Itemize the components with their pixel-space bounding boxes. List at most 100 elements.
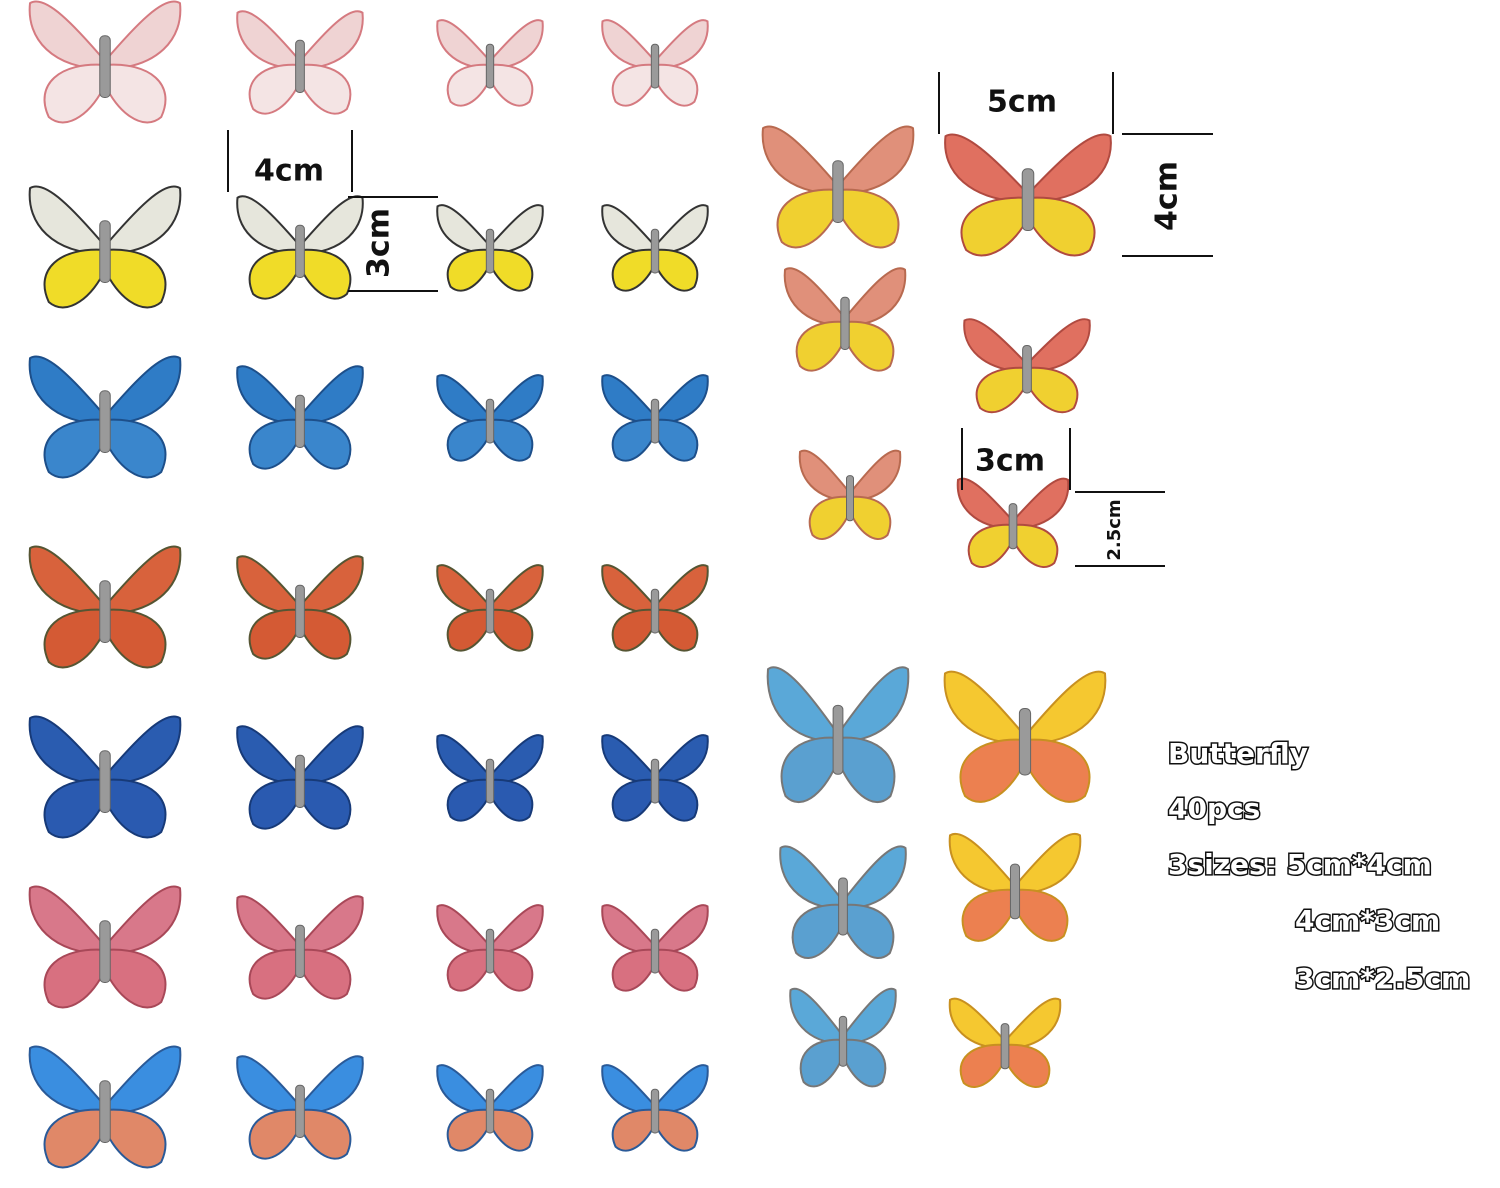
- upper-wing: [849, 449, 902, 503]
- upper-wing: [104, 885, 182, 956]
- body: [1022, 345, 1032, 394]
- butterfly: [28, 715, 182, 839]
- lower-wing: [248, 1108, 301, 1160]
- lower-wing: [1024, 738, 1091, 803]
- body: [99, 920, 111, 983]
- upper-wing: [837, 666, 910, 744]
- upper-wing: [299, 895, 364, 956]
- lower-wing: [654, 778, 699, 822]
- width-label: 3cm: [975, 444, 1045, 479]
- butterfly: [436, 19, 544, 107]
- lower-wing: [446, 63, 491, 107]
- butterfly: [948, 997, 1062, 1088]
- lower-wing: [842, 903, 895, 960]
- lower-wing: [489, 948, 534, 992]
- upper-wing: [842, 987, 897, 1046]
- body: [485, 588, 495, 634]
- lower-wing: [43, 948, 106, 1009]
- body: [99, 220, 111, 283]
- lower-wing: [489, 778, 534, 822]
- body: [1009, 863, 1021, 920]
- upper-wing: [28, 185, 106, 256]
- lower-wing: [611, 1108, 656, 1152]
- lower-wing: [248, 248, 301, 300]
- lower-wing: [611, 63, 656, 107]
- body: [485, 398, 495, 444]
- upper-wing: [601, 1064, 656, 1116]
- upper-wing: [489, 904, 544, 956]
- info-size: 4cm*3cm: [1295, 904, 1440, 937]
- lower-wing: [776, 188, 839, 249]
- lower-wing: [489, 608, 534, 652]
- upper-wing: [1014, 832, 1082, 896]
- lower-wing: [1014, 888, 1069, 942]
- lower-wing: [1012, 523, 1059, 568]
- lower-wing: [43, 778, 106, 839]
- upper-wing: [1026, 318, 1091, 374]
- body: [650, 588, 660, 634]
- body: [650, 1088, 660, 1134]
- lower-wing: [43, 608, 106, 669]
- butterflies: [28, 0, 1112, 1169]
- butterfly: [944, 133, 1112, 257]
- body: [838, 877, 848, 936]
- lower-wing: [611, 418, 656, 462]
- upper-wing: [28, 545, 106, 616]
- lower-wing: [248, 63, 301, 115]
- info-size: 3sizes: 5cm*4cm: [1168, 848, 1432, 881]
- lower-wing: [299, 418, 352, 470]
- upper-wing: [489, 1064, 544, 1116]
- measure-left: 4cm 3cm: [227, 130, 438, 292]
- body: [295, 1084, 305, 1138]
- lower-wing: [248, 608, 301, 660]
- butterfly: [789, 987, 897, 1088]
- lower-wing: [248, 948, 301, 1000]
- lower-wing: [299, 248, 352, 300]
- lower-wing: [489, 418, 534, 462]
- lower-wing: [1026, 366, 1079, 414]
- lower-wing: [299, 63, 352, 115]
- measure-right: 5cm 4cm 3cm 2.5cm: [938, 72, 1213, 567]
- butterfly: [601, 904, 709, 992]
- body: [99, 1080, 111, 1143]
- upper-wing: [236, 895, 301, 956]
- butterfly: [779, 845, 907, 960]
- upper-wing: [28, 355, 106, 426]
- upper-wing: [236, 195, 301, 256]
- upper-wing: [601, 564, 656, 616]
- upper-wing: [654, 904, 709, 956]
- butterfly: [28, 1045, 182, 1169]
- upper-wing: [654, 1064, 709, 1116]
- upper-wing: [489, 204, 544, 256]
- upper-wing: [104, 355, 182, 426]
- lower-wing: [104, 608, 167, 669]
- upper-wing: [236, 725, 301, 786]
- body: [1021, 168, 1035, 231]
- body: [1018, 708, 1032, 776]
- lower-wing: [299, 948, 352, 1000]
- lower-wing: [844, 320, 895, 372]
- lower-wing: [837, 188, 900, 249]
- butterfly: [436, 1064, 544, 1152]
- lower-wing: [849, 495, 892, 540]
- upper-wing: [783, 267, 846, 328]
- lower-wing: [104, 248, 167, 309]
- upper-wing: [798, 449, 851, 503]
- lower-wing: [808, 495, 851, 540]
- lower-wing: [837, 736, 896, 803]
- upper-wing: [489, 734, 544, 786]
- body: [846, 475, 854, 522]
- butterfly: [28, 545, 182, 669]
- lower-wing: [654, 418, 699, 462]
- body: [485, 43, 495, 89]
- upper-wing: [299, 1055, 364, 1116]
- upper-wing: [842, 845, 907, 911]
- body: [838, 1015, 848, 1067]
- body: [295, 924, 305, 978]
- lower-wing: [489, 63, 534, 107]
- lower-wing: [104, 63, 167, 124]
- butterfly: [28, 185, 182, 309]
- lower-wing: [791, 903, 844, 960]
- upper-wing: [948, 997, 1006, 1051]
